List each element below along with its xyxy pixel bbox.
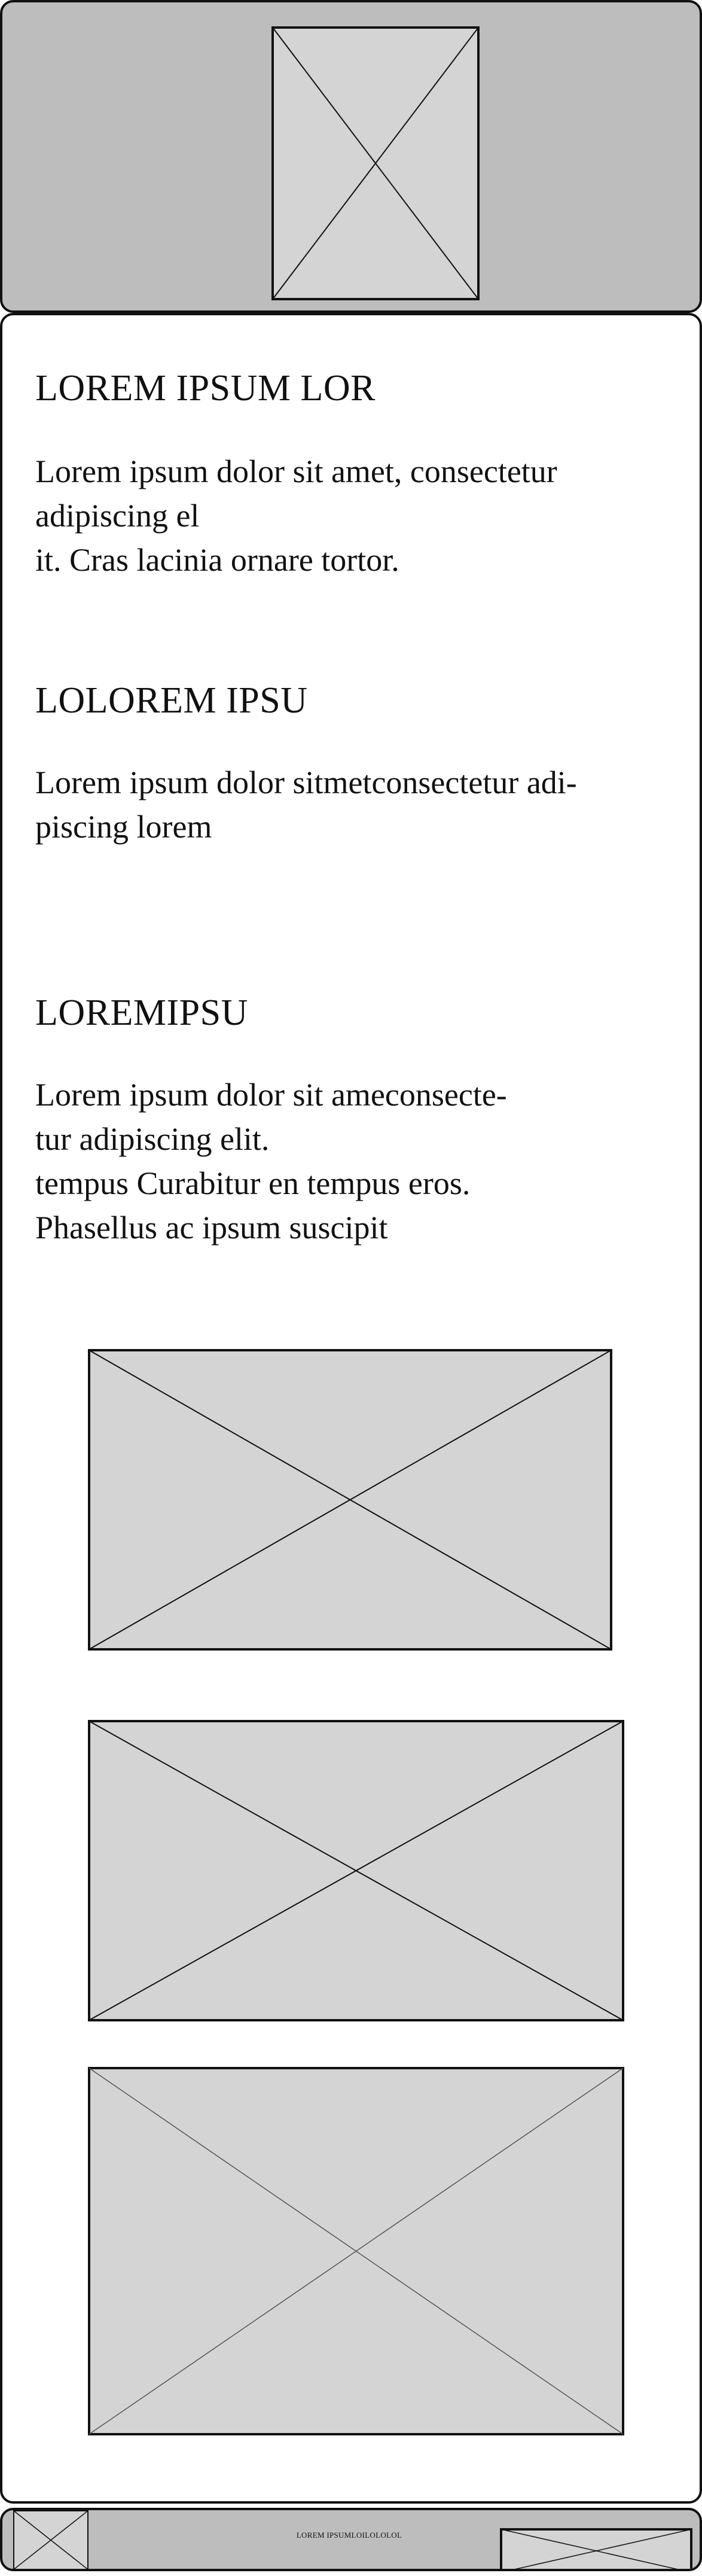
paragraph-line: Lorem ipsum dolor sit amet, consectetur	[35, 453, 557, 489]
paragraph-line: adipiscing el	[35, 498, 200, 534]
header-logo-image-placeholder-icon[interactable]	[271, 26, 480, 300]
section-paragraph-3: Lorem ipsum dolor sit ameconsecte- tur a…	[35, 1073, 669, 1250]
section-paragraph-2: Lorem ipsum dolor sitmetconsectetur adi-…	[35, 760, 669, 849]
paragraph-line: tur adipiscing elit.	[35, 1121, 270, 1157]
content-image-2-placeholder-icon[interactable]	[88, 1720, 624, 2021]
section-paragraph-1: Lorem ipsum dolor sit amet, consectetur …	[35, 449, 669, 582]
footer: LOREM IPSUMLOILOLOLOL	[0, 2508, 702, 2571]
content-image-3-placeholder-icon[interactable]	[88, 2067, 624, 2435]
section-heading-2: LOLOREM IPSU	[35, 680, 308, 721]
paragraph-line: Lorem ipsum dolor sitmetconsectetur adi-	[35, 765, 577, 800]
content-image-1-placeholder-icon[interactable]	[88, 1349, 612, 1651]
content-panel: LOREM IPSUM LOR Lorem ipsum dolor sit am…	[0, 313, 702, 2504]
footer-logo-image-placeholder-icon[interactable]	[13, 2510, 88, 2569]
footer-text: LOREM IPSUMLOILOLOLOL	[296, 2531, 402, 2540]
paragraph-line: Lorem ipsum dolor sit ameconsecte-	[35, 1077, 507, 1113]
paragraph-line: piscing lorem	[35, 809, 212, 845]
paragraph-line: Phasellus ac ipsum suscipit	[35, 1210, 388, 1246]
footer-image-placeholder-icon[interactable]	[500, 2528, 692, 2569]
paragraph-line: tempus Curabitur en tempus eros.	[35, 1165, 471, 1201]
section-heading-3: LOREMIPSU	[35, 992, 248, 1033]
header	[0, 0, 702, 313]
section-heading-1: LOREM IPSUM LOR	[35, 368, 376, 409]
paragraph-line: it. Cras lacinia ornare tortor.	[35, 542, 399, 578]
